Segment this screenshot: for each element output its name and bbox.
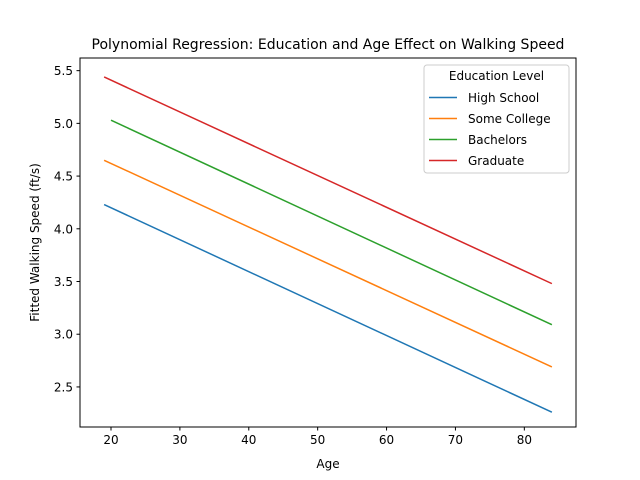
y-tick-label-4: 4.5 <box>54 170 73 184</box>
y-tick-label-6: 5.5 <box>54 64 73 78</box>
x-axis-label: Age <box>316 457 339 471</box>
series-line-2 <box>110 119 553 326</box>
y-axis-ticks: 2.5 3.0 3.5 4.0 4.5 5.0 5.5 <box>54 64 80 394</box>
legend: Education Level High School Some College B… <box>423 64 570 174</box>
x-tick-label-3: 50 <box>310 433 325 447</box>
legend-label-2: Bachelors <box>468 133 527 147</box>
series-line-3 <box>103 76 553 285</box>
legend-title: Education Level <box>449 69 544 83</box>
y-tick-label-3: 4.0 <box>54 222 73 236</box>
x-tick-label-6: 80 <box>517 433 532 447</box>
y-tick-label-2: 3.5 <box>54 275 73 289</box>
series-line-1 <box>103 159 553 368</box>
x-tick-label-2: 40 <box>241 433 256 447</box>
legend-label-1: Some College <box>468 112 551 126</box>
y-tick-label-1: 3.0 <box>54 328 73 342</box>
legend-label-0: High School <box>468 91 539 105</box>
series-layer <box>103 76 553 413</box>
y-tick-label-5: 5.0 <box>54 117 73 131</box>
legend-entries: High School Some College Bachelors Graduate <box>429 91 551 168</box>
x-axis-ticks: 20 30 40 50 60 70 80 <box>103 427 532 447</box>
x-tick-label-4: 60 <box>379 433 394 447</box>
chart-title: Polynomial Regression: Education and Age… <box>92 37 565 53</box>
x-tick-label-0: 20 <box>103 433 118 447</box>
series-line-0 <box>103 203 553 413</box>
x-tick-label-5: 70 <box>448 433 463 447</box>
y-tick-label-0: 2.5 <box>54 380 73 394</box>
x-tick-label-1: 30 <box>172 433 187 447</box>
legend-label-3: Graduate <box>468 154 524 168</box>
plot-area-frame <box>79 57 577 428</box>
legend-box <box>423 64 570 174</box>
y-axis-label: Fitted Walking Speed (ft/s) <box>28 163 42 322</box>
